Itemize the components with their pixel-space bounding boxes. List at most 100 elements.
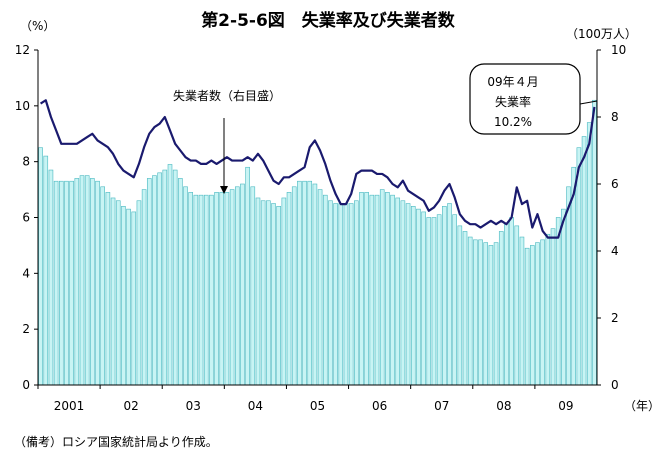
bar [431, 217, 437, 386]
x-tick-label: 06 [372, 399, 387, 413]
bar [100, 186, 105, 386]
bar [457, 225, 463, 386]
x-tick-label: 07 [434, 399, 449, 413]
bar [540, 239, 545, 386]
callout-pointer [579, 100, 598, 105]
bar [302, 180, 307, 386]
bar [426, 217, 432, 386]
bar-series [38, 99, 597, 386]
bar [152, 175, 157, 386]
bar [291, 186, 297, 386]
bar [219, 192, 225, 386]
line-annotation: 失業者数（右目盛） [173, 88, 281, 194]
bar [586, 122, 592, 386]
line-unemployed-persons [39, 99, 596, 239]
bar [214, 192, 219, 386]
annotation-arrow-head [220, 186, 228, 194]
callout-line-1: 09年４月 [487, 75, 538, 89]
bar [234, 186, 240, 386]
bar [90, 178, 95, 386]
bar [209, 194, 214, 386]
callout-line-3: 10.2% [494, 115, 532, 129]
bar [348, 203, 354, 386]
bar [121, 206, 126, 386]
bar [452, 214, 457, 386]
right-tick-label: 0 [611, 378, 619, 392]
bar [395, 197, 401, 386]
x-tick-label: 03 [186, 399, 201, 413]
bar [447, 203, 452, 386]
bar [483, 242, 489, 386]
bar [229, 189, 235, 386]
bar [250, 186, 256, 386]
bar [462, 231, 468, 386]
bar [193, 194, 199, 386]
bar [410, 206, 416, 386]
line-series [39, 99, 596, 239]
bar [48, 169, 54, 386]
bar [514, 225, 520, 386]
bar [545, 233, 551, 386]
bar [478, 239, 483, 386]
bar [79, 175, 85, 386]
bar [167, 164, 173, 386]
chart-title: 第2-5-6図 失業率及び失業者数 [201, 10, 456, 31]
bar [416, 208, 421, 386]
bar [240, 183, 245, 386]
bar [592, 99, 597, 386]
right-axis-unit: （100万人） [566, 27, 637, 41]
bar [519, 236, 525, 386]
right-tick-label: 6 [611, 177, 619, 191]
bar [535, 242, 540, 386]
right-tick-label: 10 [611, 43, 626, 57]
bar [530, 245, 535, 386]
bar [359, 192, 364, 386]
bar [188, 192, 193, 386]
x-axis: 2001 02 03 04 05 06 07 08 09 [37, 385, 574, 413]
bar [203, 194, 209, 386]
bar [110, 197, 116, 386]
right-tick-label: 8 [611, 110, 619, 124]
bar [343, 203, 349, 386]
x-tick-label: 08 [496, 399, 511, 413]
bar [136, 200, 142, 386]
bar [69, 180, 74, 386]
x-tick-label: 2001 [54, 399, 85, 413]
bar [245, 166, 250, 386]
callout: 09年４月 失業率 10.2% [469, 63, 598, 135]
bar [53, 180, 59, 386]
bar [260, 200, 266, 386]
bar [105, 192, 111, 386]
left-tick-label: 6 [22, 211, 30, 225]
bar [354, 200, 359, 386]
bar [581, 136, 587, 386]
bar [576, 147, 582, 386]
left-tick-label: 10 [15, 99, 30, 113]
bar [38, 147, 43, 386]
right-tick-label: 4 [611, 244, 619, 258]
bar [421, 211, 426, 386]
bar [162, 169, 168, 386]
callout-line-2: 失業率 [495, 94, 531, 109]
bar [157, 172, 162, 386]
callout-box [469, 63, 581, 135]
bar [374, 194, 380, 386]
bar [64, 180, 69, 386]
bar [379, 189, 385, 386]
bar [566, 186, 571, 386]
bar [436, 214, 442, 386]
bar [561, 208, 566, 386]
left-tick-label: 12 [15, 43, 30, 57]
bar [322, 194, 328, 386]
x-tick-label: 02 [124, 399, 139, 413]
bar [74, 178, 80, 386]
left-axis-unit: （%） [20, 19, 55, 33]
bar [131, 211, 137, 386]
source-note: （備考）ロシア国家統計局より作成。 [14, 434, 218, 449]
bar [498, 231, 504, 386]
bar [405, 203, 411, 386]
bar [488, 245, 494, 386]
bar [509, 217, 514, 386]
bar [328, 200, 333, 386]
